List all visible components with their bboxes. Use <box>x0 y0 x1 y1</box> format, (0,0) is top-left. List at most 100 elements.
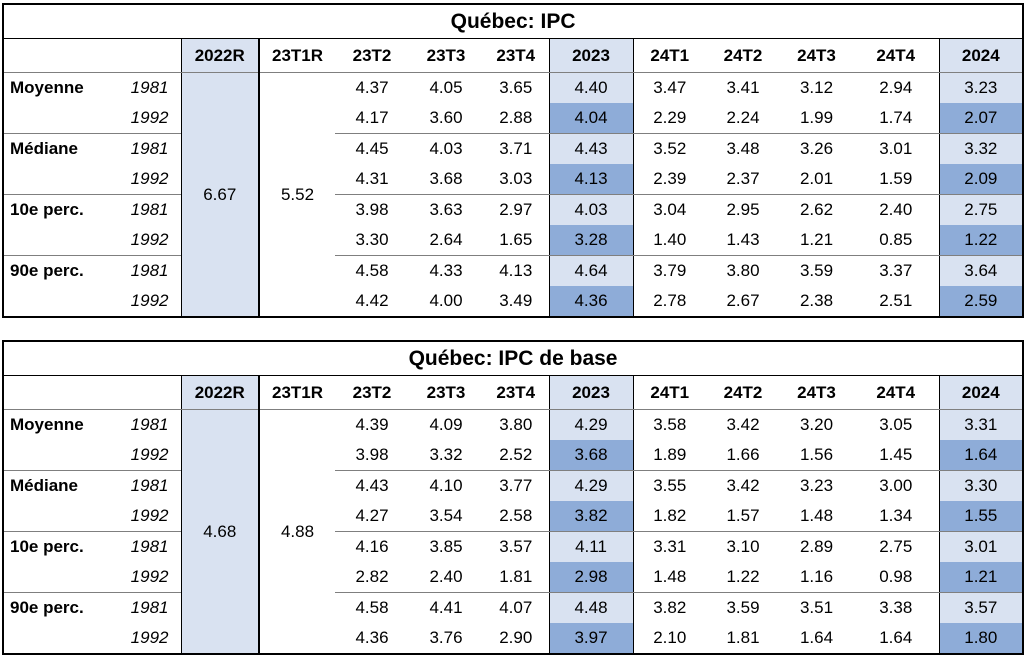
value-cell: 3.12 <box>799 78 834 97</box>
cell-23t1r-merged: 4.88 <box>280 521 315 541</box>
value-cell-2023: 4.03 <box>548 194 634 225</box>
col-header-23t2: 23T2 <box>335 375 409 410</box>
value-cell-2023: 4.64 <box>548 255 634 286</box>
value-cell-2024: 3.30 <box>938 470 1024 501</box>
table-title-row: Québec: IPC de base <box>3 341 1024 376</box>
value-cell: 3.47 <box>653 78 687 97</box>
table-row: 1992 4.17 3.60 2.88 4.04 2.29 2.24 1.99 … <box>3 103 1024 134</box>
col-header-2024: 2024 <box>938 375 1024 410</box>
value-cell: 3.26 <box>799 139 834 158</box>
value-cell-2024: 1.22 <box>938 225 1024 256</box>
row-label: 90e perc. <box>10 598 84 617</box>
value-cell: 2.89 <box>799 537 834 556</box>
value-cell: 1.40 <box>633 225 706 256</box>
row-year: 1992 <box>130 291 169 310</box>
value-cell: 4.39 <box>355 415 389 434</box>
table-title-row: Québec: IPC <box>3 4 1024 39</box>
row-year: 1981 <box>130 598 169 617</box>
value-cell-2024: 3.32 <box>938 133 1024 164</box>
value-cell: 3.65 <box>499 78 533 97</box>
value-cell-2024: 2.09 <box>938 164 1024 195</box>
value-cell: 4.58 <box>355 598 389 617</box>
value-cell-2023: 4.48 <box>548 592 634 623</box>
value-cell: 3.71 <box>499 139 533 158</box>
table-row: 90e perc. 1981 4.58 4.33 4.13 4.64 3.79 … <box>3 255 1024 286</box>
table-row: 1992 3.30 2.64 1.65 3.28 1.40 1.43 1.21 … <box>3 225 1024 256</box>
value-cell: 4.41 <box>429 598 463 617</box>
table-title: Québec: IPC <box>3 4 1024 39</box>
row-label: Médiane <box>10 139 79 158</box>
col-header-24t2: 24T2 <box>706 375 780 410</box>
value-cell: 3.80 <box>499 415 533 434</box>
row-year: 1981 <box>130 139 169 158</box>
cell-23t1r-merged: 5.52 <box>280 184 315 204</box>
col-header-23t1r: 23T1R <box>259 38 335 73</box>
value-cell-2023: 3.28 <box>548 225 634 256</box>
value-cell: 4.16 <box>355 537 389 556</box>
value-cell-2023: 4.29 <box>548 409 634 440</box>
row-label: 10e perc. <box>10 200 84 219</box>
cell-2022r-merged: 4.68 <box>180 409 260 654</box>
value-cell: 3.60 <box>409 103 483 134</box>
value-cell: 1.66 <box>706 440 780 471</box>
row-year: 1981 <box>130 261 169 280</box>
row-year: 1981 <box>130 476 169 495</box>
value-cell: 4.43 <box>355 476 389 495</box>
value-cell-2023: 4.11 <box>548 531 634 562</box>
value-cell: 4.09 <box>429 415 463 434</box>
row-label: Moyenne <box>10 78 84 97</box>
value-cell: 3.59 <box>726 598 760 617</box>
col-header-24t2: 24T2 <box>706 38 780 73</box>
value-cell: 3.05 <box>879 415 913 434</box>
col-header-2023: 2023 <box>548 375 634 410</box>
col-header-2024: 2024 <box>938 38 1024 73</box>
table-row: 1992 4.36 3.76 2.90 3.97 2.10 1.81 1.64 … <box>3 623 1024 654</box>
value-cell: 4.10 <box>429 476 463 495</box>
value-cell: 2.40 <box>409 562 483 593</box>
value-cell: 3.57 <box>499 537 533 556</box>
col-header-24t4: 24T4 <box>853 38 939 73</box>
value-cell: 2.97 <box>499 200 533 219</box>
value-cell-2023: 3.82 <box>548 501 634 532</box>
value-cell: 2.64 <box>409 225 483 256</box>
col-header-23t1r: 23T1R <box>259 375 335 410</box>
value-cell-2023: 4.40 <box>548 72 634 103</box>
row-label: 90e perc. <box>10 261 84 280</box>
value-cell: 2.29 <box>633 103 706 134</box>
value-cell: 3.98 <box>355 200 389 219</box>
header-row: 2022R 23T1R 23T2 23T3 23T4 2023 24T1 24T… <box>3 38 1024 73</box>
value-cell-2024: 3.57 <box>938 592 1024 623</box>
value-cell: 4.33 <box>429 261 463 280</box>
col-header-24t4: 24T4 <box>853 375 939 410</box>
col-header-24t1: 24T1 <box>633 38 706 73</box>
value-cell-2024: 2.59 <box>938 286 1024 317</box>
value-cell: 2.95 <box>726 200 760 219</box>
row-label <box>3 103 113 134</box>
value-cell: 1.34 <box>853 501 939 532</box>
value-cell-2023: 4.43 <box>548 133 634 164</box>
value-cell: 1.22 <box>706 562 780 593</box>
row-year: 1992 <box>130 628 169 647</box>
value-cell-2024: 1.80 <box>938 623 1024 654</box>
value-cell: 3.00 <box>879 476 913 495</box>
value-cell: 2.90 <box>499 628 533 647</box>
value-cell: 1.99 <box>780 103 853 134</box>
value-cell: 1.82 <box>633 501 706 532</box>
value-cell-2024: 1.55 <box>938 501 1024 532</box>
value-cell: 2.58 <box>483 501 549 532</box>
value-cell-2024: 3.64 <box>938 255 1024 286</box>
value-cell: 3.20 <box>799 415 834 434</box>
table-row: Moyenne 1981 4.68 4.88 4.39 4.09 3.80 4.… <box>3 409 1024 654</box>
value-cell-2024: 2.07 <box>938 103 1024 134</box>
value-cell-2023: 4.04 <box>548 103 634 134</box>
value-cell: 3.80 <box>726 261 760 280</box>
value-cell: 1.43 <box>706 225 780 256</box>
value-cell: 1.64 <box>799 628 834 647</box>
value-cell: 3.76 <box>429 628 463 647</box>
row-year: 1992 <box>113 103 181 134</box>
value-cell-2023: 3.97 <box>548 623 634 654</box>
row-label <box>3 440 113 471</box>
value-cell: 3.68 <box>409 164 483 195</box>
col-header-24t1: 24T1 <box>633 375 706 410</box>
table-row: 10e perc. 1981 4.16 3.85 3.57 4.11 3.31 … <box>3 531 1024 562</box>
